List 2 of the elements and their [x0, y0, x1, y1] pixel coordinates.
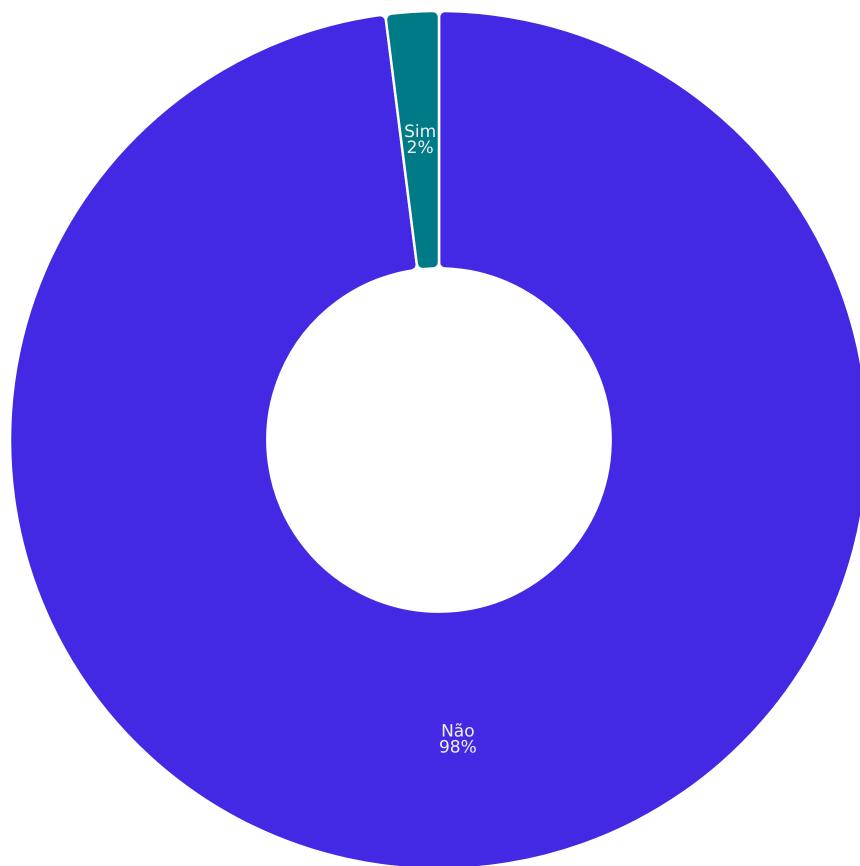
data-label: 98% — [438, 737, 477, 758]
data-label: 2% — [406, 138, 434, 158]
